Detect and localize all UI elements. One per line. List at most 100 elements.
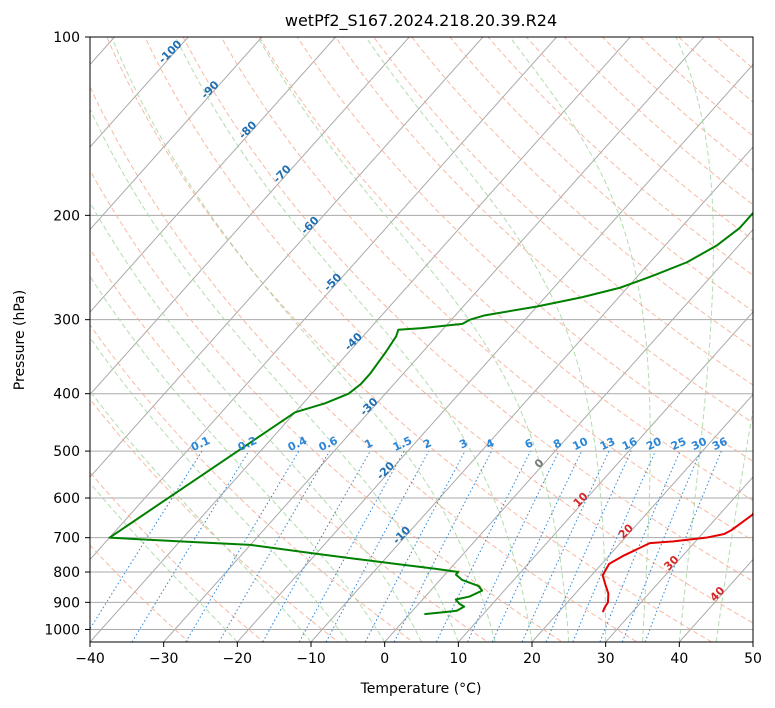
y-tick-label: 400 <box>53 387 80 403</box>
moist-adiabat-line <box>90 336 349 642</box>
mixing-ratio-line <box>393 450 493 642</box>
dry-adiabat-line <box>449 37 753 312</box>
moist-adiabat-line <box>90 201 422 642</box>
moist-adiabats <box>90 37 753 642</box>
dry-adiabat-label: -10 <box>390 523 413 546</box>
isotherm-line <box>0 10 65 654</box>
dry-adiabat-line <box>373 37 753 386</box>
mixing-ratio-line <box>572 450 656 642</box>
dry-adiabat-line <box>762 10 775 654</box>
dry-adiabat-label: -20 <box>374 459 397 482</box>
dry-adiabat-label: -90 <box>198 78 221 101</box>
dry-adiabat-line <box>716 37 753 70</box>
moist-adiabat-line <box>111 37 496 642</box>
mixing-ratio-line <box>521 450 610 642</box>
moist-adiabat-line <box>257 37 570 642</box>
dry-adiabat-line <box>90 85 639 642</box>
temperature-profile-line <box>601 511 753 613</box>
dry-adiabat-line <box>725 10 775 654</box>
moist-adiabat-line <box>90 108 459 642</box>
dry-adiabat-line <box>639 37 753 137</box>
dry-adiabats <box>90 10 775 654</box>
isotherm-line <box>90 37 484 478</box>
isotherm-line <box>457 311 753 642</box>
moist-adiabat-line <box>715 406 753 642</box>
dry-adiabat-line <box>182 37 753 582</box>
moist-adiabat-label: 20 <box>616 521 636 541</box>
mixing-ratio-label: 16 <box>620 435 640 453</box>
dry-adiabat-line <box>296 37 753 462</box>
dry-adiabat-label: -70 <box>271 162 294 185</box>
y-tick-label: 600 <box>53 491 80 507</box>
y-tick-label: 1000 <box>44 622 80 638</box>
isobar-gridlines <box>90 37 753 630</box>
mixing-ratio-label: 30 <box>689 435 709 453</box>
dry-adiabat-line <box>220 37 753 542</box>
moist-adiabat-line <box>365 37 607 642</box>
isotherm-line <box>604 476 753 642</box>
plot-frame <box>89 36 754 643</box>
moist-adiabat-line <box>675 37 714 642</box>
plot-area: 0.1 0.2 0.4 0.6 1 1.5 2 3 4 6 8 10 13 16 20 25 30 36-100-… <box>0 10 775 654</box>
x-tick-label: −30 <box>149 651 179 667</box>
sounding-series <box>108 211 753 616</box>
x-tick-label: −20 <box>223 651 253 667</box>
dry-adiabat-line <box>106 37 713 642</box>
x-tick-label: 20 <box>523 651 541 667</box>
x-axis-ticks: −40 −30 −20 −10 0 10 20 30 40 50 <box>75 642 762 667</box>
mixing-ratio-label: 36 <box>710 435 730 453</box>
mixing-ratio-line <box>131 450 250 642</box>
mixing-ratio-label: 10 <box>571 435 591 453</box>
moist-adiabat-line <box>90 390 312 642</box>
y-tick-label: 200 <box>53 208 80 224</box>
mixing-ratio-line <box>467 450 560 642</box>
dry-adiabat-line <box>90 169 564 642</box>
y-tick-label: 300 <box>53 313 80 329</box>
x-tick-label: −40 <box>75 651 105 667</box>
isotherm-line <box>236 63 753 642</box>
isotherm-line <box>310 146 753 642</box>
mixing-ratio-label: 3 <box>457 436 469 451</box>
mixing-ratio-line <box>325 450 430 642</box>
isotherm-line <box>531 393 753 642</box>
isotherm-line <box>752 641 753 642</box>
isotherm-line <box>90 37 337 313</box>
y-tick-label: 800 <box>53 565 80 581</box>
dry-adiabat-line <box>563 37 753 206</box>
mixing-ratio-line <box>262 450 371 642</box>
mixing-ratio-label: 4 <box>484 436 497 451</box>
isotherm-line <box>90 37 263 231</box>
x-tick-label: 30 <box>597 651 615 667</box>
y-axis-ticks: 100 200 300 400 500 600 700 800 900 1000 <box>44 30 90 638</box>
dry-adiabat-label: -30 <box>357 395 380 418</box>
mixing-ratio-line <box>599 450 681 642</box>
y-tick-label: 100 <box>53 30 80 46</box>
dewpoint-profile-line <box>108 211 753 616</box>
mixing-ratio-label: 2 <box>421 436 433 451</box>
mixing-ratio-line <box>90 450 203 630</box>
isotherm-line <box>383 228 753 642</box>
mixing-ratio-line <box>545 450 632 642</box>
isotherm-line <box>90 37 189 148</box>
mixing-ratio-line <box>298 450 405 642</box>
dry-adiabat-line <box>258 37 753 502</box>
mixing-ratio-label: 1 <box>363 436 375 451</box>
mixing-ratio-label: 25 <box>669 435 688 453</box>
isotherm-line <box>90 37 631 642</box>
dry-adiabat-line <box>334 37 753 424</box>
mixing-ratio-line <box>621 450 702 642</box>
x-tick-label: 10 <box>449 651 467 667</box>
dry-adiabat-line <box>90 324 414 642</box>
isotherm-line <box>90 37 558 561</box>
dry-adiabat-label: -40 <box>342 330 365 353</box>
isotherm-line <box>90 37 410 396</box>
dry-adiabat-line <box>90 471 265 642</box>
dry-adiabat-line <box>144 37 753 624</box>
y-axis-label: Pressure (hPa) <box>12 290 28 390</box>
isotherm-gridlines <box>0 10 753 654</box>
dry-adiabat-label: -50 <box>321 270 344 293</box>
y-tick-label: 500 <box>53 444 80 460</box>
x-tick-label: 50 <box>744 651 762 667</box>
moist-adiabat-line <box>90 275 386 642</box>
